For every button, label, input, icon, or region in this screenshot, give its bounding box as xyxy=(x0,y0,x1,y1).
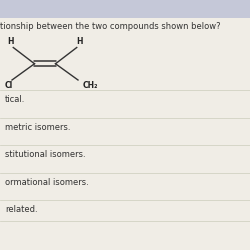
Text: tical.: tical. xyxy=(5,95,25,104)
Text: Cl: Cl xyxy=(5,81,13,90)
Text: related.: related. xyxy=(5,205,38,214)
Text: H: H xyxy=(76,37,83,46)
Text: metric isomers.: metric isomers. xyxy=(5,123,70,132)
Text: stitutional isomers.: stitutional isomers. xyxy=(5,150,86,159)
FancyBboxPatch shape xyxy=(0,0,250,18)
Text: CH₂: CH₂ xyxy=(82,81,98,90)
Text: H: H xyxy=(7,37,14,46)
Text: ormational isomers.: ormational isomers. xyxy=(5,178,89,187)
Text: tionship between the two compounds shown below?: tionship between the two compounds shown… xyxy=(0,22,221,31)
